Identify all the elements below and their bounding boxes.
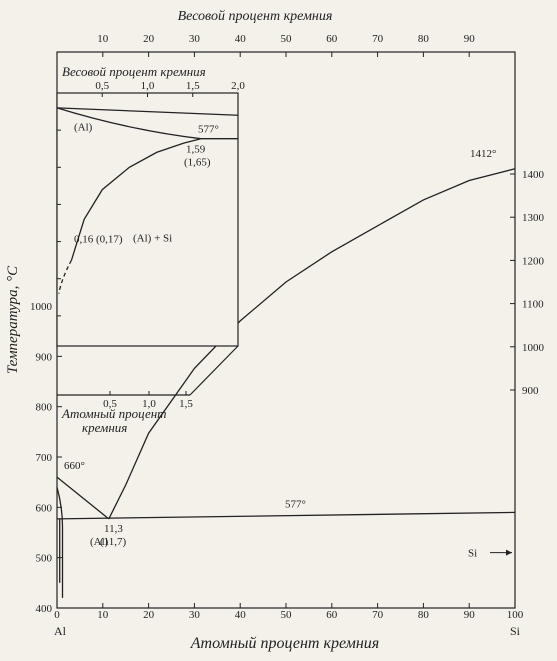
right-tick-label: 1300 (522, 212, 545, 224)
inset-curve-liquidus (56, 107, 239, 116)
inset-frame (56, 92, 239, 347)
inset-curves (56, 107, 239, 294)
top-tick-label: 60 (326, 33, 338, 45)
y-tick-label: 700 (36, 452, 53, 464)
annotation: 11,3 (104, 523, 123, 535)
inset-curve-solidus (56, 107, 201, 140)
top-tick-label: 10 (97, 33, 109, 45)
right-tick-label: 1000 (522, 342, 545, 354)
right-tick-label: 1400 (522, 169, 545, 181)
x-tick-label: 10 (97, 609, 109, 621)
y-tick-label: 900 (36, 351, 53, 363)
x-tick-label: 30 (189, 609, 201, 621)
inset-bottom-tick-label: 1,0 (142, 398, 156, 410)
right-tick-label: 1100 (522, 299, 544, 311)
inset-annotation: (Al) + Si (133, 233, 172, 245)
inset-annotation: 0,16 (0,17) (74, 233, 123, 245)
inset-annotation: (Al) (74, 121, 93, 133)
inset-top-tick-label: 1,5 (186, 80, 200, 92)
top-tick-label: 20 (143, 33, 155, 45)
x-tick-label: 80 (418, 609, 430, 621)
inset-annotation: 1,59 (186, 144, 206, 156)
main-curves (56, 168, 516, 598)
annotation: (11,7) (100, 536, 127, 548)
main-annotations: 1412° 660° 577° 11,3(11,7)(Al) Si (64, 148, 496, 560)
curve-liquidus-si (108, 168, 516, 520)
inset-top-tick-label: 0,5 (95, 80, 109, 92)
bottom-axis-title: Атомный процент кремния (190, 635, 379, 652)
x-tick-label: 0 (54, 609, 60, 621)
annotation: Si (468, 548, 477, 560)
inset-bottom-tick-label: 1,5 (179, 398, 193, 410)
top-tick-label: 80 (418, 33, 430, 45)
curve-eutectic (56, 511, 516, 520)
curve-liquidus-al (56, 476, 110, 520)
inset-top-title: Весовой процент кремния (62, 64, 206, 79)
y-tick-label: 400 (36, 603, 53, 615)
x-end-label-si: Si (510, 624, 521, 638)
right-tick-label: 900 (522, 385, 539, 397)
y-tick-label: 600 (36, 502, 53, 514)
curve-solvus-extrapolated (58, 259, 73, 294)
x-tick-label: 100 (507, 609, 524, 621)
inset-bottom-axis-step (189, 345, 239, 396)
x-tick-label: 50 (281, 609, 293, 621)
main-axis-ticks: 0 10 20 30 40 50 60 70 80 90 100 10 20 30 40 50 60 70 80 90… (30, 33, 545, 621)
inset-annotation: (1,65) (184, 157, 211, 169)
annotation: 660° (64, 460, 85, 472)
annotation: 577° (285, 498, 306, 510)
inset-annotations: 577° 1,59(1,65) (Al) (Al) + Si 0,16 (0,17) (74, 121, 219, 245)
x-tick-label: 60 (326, 609, 338, 621)
curve-solidus-al (56, 487, 64, 598)
x-tick-label: 90 (464, 609, 476, 621)
x-tick-label: 20 (143, 609, 155, 621)
y-tick-label: 500 (36, 553, 53, 565)
inset-top-tick-label: 1,0 (141, 80, 155, 92)
inset-bottom-tick-label: 0,5 (103, 398, 117, 410)
inset-chart: Весовой процент кремния 0,5 1,0 1,5 2,0 0,5 1… (56, 64, 245, 410)
annotation: (Al) (90, 536, 109, 548)
annotation: 1412° (470, 148, 496, 160)
inset-bottom-title-line1: Атомный процент (61, 406, 167, 421)
inset-curve-solvus (70, 138, 202, 261)
inset-top-tick-label: 2,0 (231, 80, 245, 92)
top-axis-title: Весовой процент кремния (178, 9, 333, 24)
x-tick-label: 40 (235, 609, 247, 621)
inset-axis-ticks: 0,5 1,0 1,5 2,0 0,5 1,0 1,5 (57, 80, 245, 410)
inset-bottom-axis: Атомный процент кремния (57, 345, 239, 435)
inset-bottom-title-line2: кремния (82, 420, 127, 435)
si-arrow-head (506, 549, 512, 556)
x-end-label-al: Al (54, 624, 67, 638)
top-tick-label: 40 (235, 33, 247, 45)
inset-annotation: 577° (198, 124, 219, 136)
top-tick-label: 50 (281, 33, 293, 45)
y-tick-label: 1000 (30, 301, 53, 313)
right-tick-label: 1200 (522, 255, 545, 267)
x-tick-label: 70 (372, 609, 384, 621)
y-axis-title: Температура, °C (5, 265, 21, 374)
top-tick-label: 30 (189, 33, 201, 45)
top-tick-label: 90 (464, 33, 476, 45)
top-tick-label: 70 (372, 33, 384, 45)
y-tick-label: 800 (36, 402, 53, 414)
